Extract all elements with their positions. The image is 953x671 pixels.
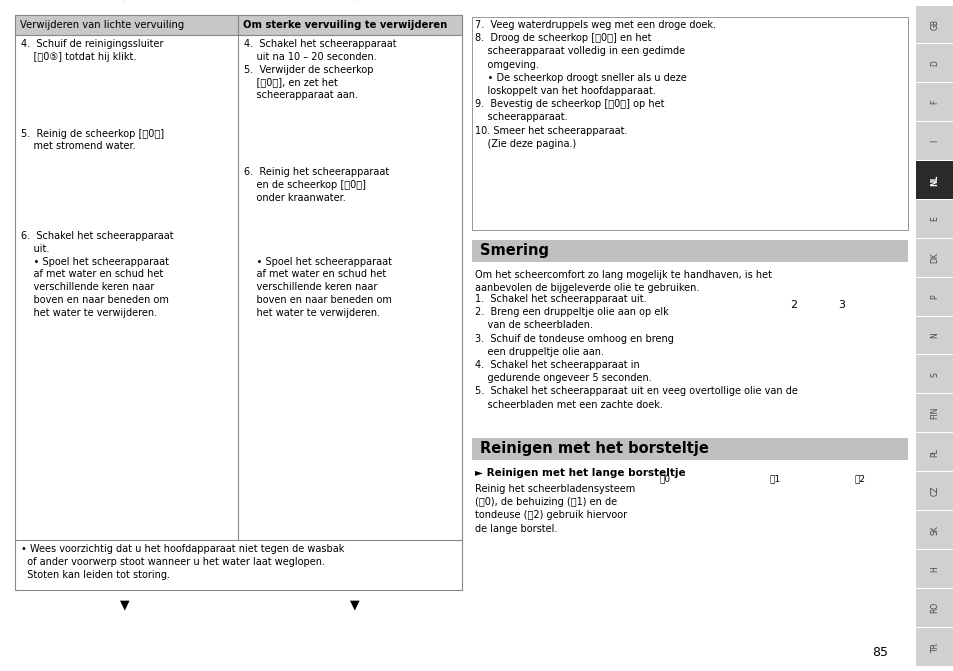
Text: E: E: [929, 217, 939, 221]
Text: Verwijderen van lichte vervuiling: Verwijderen van lichte vervuiling: [20, 20, 184, 30]
Bar: [915, 433, 953, 471]
Text: P: P: [929, 295, 939, 299]
Text: FIN: FIN: [929, 407, 939, 419]
Bar: [15, 15, 237, 35]
Text: 3: 3: [837, 300, 844, 310]
Bar: [915, 627, 953, 666]
Text: Reinig het scheerbladensysteem
(␀0), de behuizing (␀1) en de
tondeuse (␀2) gebru: Reinig het scheerbladensysteem (␀0), de …: [475, 484, 635, 533]
Text: ▼: ▼: [350, 598, 359, 611]
Bar: [915, 588, 953, 627]
Text: 2: 2: [789, 300, 797, 310]
Bar: [915, 356, 953, 393]
Text: CZ: CZ: [929, 486, 939, 497]
Bar: [915, 395, 953, 432]
Text: D: D: [929, 60, 939, 66]
Bar: [237, 15, 461, 35]
Text: ␀2: ␀2: [854, 474, 865, 483]
Text: 7.  Veeg waterdruppels weg met een droge doek.
8.  Droog de scheerkop [⑀0⒳] en h: 7. Veeg waterdruppels weg met een droge …: [475, 20, 716, 149]
Text: I: I: [929, 140, 939, 142]
Text: RO: RO: [929, 602, 939, 613]
Bar: [472, 17, 907, 230]
Bar: [915, 550, 953, 588]
Bar: [915, 83, 953, 121]
Text: ▼: ▼: [120, 0, 130, 1]
Text: SK: SK: [929, 525, 939, 535]
Text: ► Reinigen met het lange borsteltje: ► Reinigen met het lange borsteltje: [475, 468, 685, 478]
Text: TR: TR: [929, 641, 939, 652]
Bar: [915, 511, 953, 549]
Text: F: F: [929, 100, 939, 105]
Text: DK: DK: [929, 252, 939, 263]
Text: Om het scheercomfort zo lang mogelijk te handhaven, is het
aanbevolen de bijgele: Om het scheercomfort zo lang mogelijk te…: [475, 270, 771, 293]
Bar: [915, 200, 953, 238]
Bar: [915, 317, 953, 354]
Text: ▼: ▼: [350, 0, 359, 1]
Bar: [915, 5, 953, 44]
Text: ␀1: ␀1: [769, 474, 781, 483]
Text: ␀0: ␀0: [659, 474, 670, 483]
Text: Smering: Smering: [479, 244, 548, 258]
Bar: [915, 278, 953, 315]
Text: ▼: ▼: [120, 598, 130, 611]
Text: Reinigen met het borsteltje: Reinigen met het borsteltje: [479, 442, 708, 456]
Bar: [472, 240, 907, 262]
Text: S: S: [929, 372, 939, 376]
Text: N: N: [929, 333, 939, 338]
Bar: [915, 44, 953, 83]
Bar: [472, 438, 907, 460]
Bar: [915, 122, 953, 160]
Text: 4.  Schuif de reinigingssluiter
    [⑀0⑤] totdat hij klikt.





5.  Reinig de s: 4. Schuif de reinigingssluiter [⑀0⑤] tot…: [21, 39, 173, 318]
Text: Om sterke vervuiling te verwijderen: Om sterke vervuiling te verwijderen: [243, 20, 447, 30]
Text: PL: PL: [929, 448, 939, 456]
Bar: [915, 161, 953, 199]
Text: • Wees voorzichtig dat u het hoofdapparaat niet tegen de wasbak
  of ander voorw: • Wees voorzichtig dat u het hoofdappara…: [21, 544, 344, 580]
Bar: [915, 239, 953, 276]
Text: H: H: [929, 566, 939, 572]
Bar: [915, 472, 953, 510]
Bar: [15, 15, 461, 590]
Text: 1.  Schakel het scheerapparaat uit.
2.  Breng een druppeltje olie aan op elk
   : 1. Schakel het scheerapparaat uit. 2. Br…: [475, 294, 797, 409]
Text: 4.  Schakel het scheerapparaat
    uit na 10 – 20 seconden.
5.  Verwijder de sch: 4. Schakel het scheerapparaat uit na 10 …: [244, 39, 396, 318]
Text: NL: NL: [929, 174, 939, 186]
Text: 85: 85: [871, 646, 887, 659]
Text: GB: GB: [929, 19, 939, 30]
